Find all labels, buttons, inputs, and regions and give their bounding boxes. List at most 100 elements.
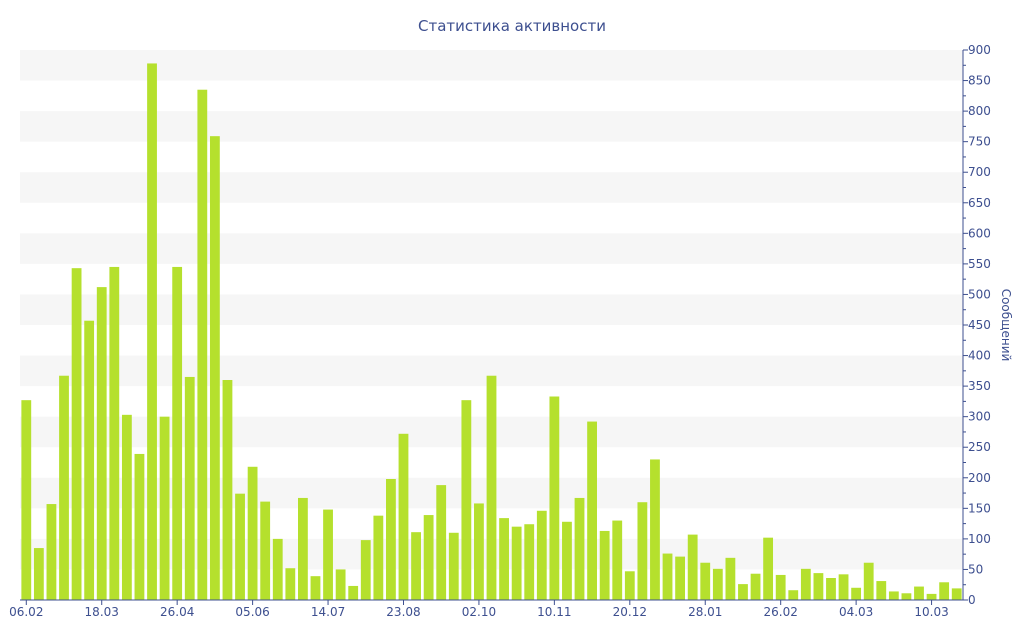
bar bbox=[549, 396, 560, 600]
bar bbox=[436, 485, 447, 600]
bar bbox=[84, 320, 95, 600]
bar bbox=[386, 479, 396, 600]
bar bbox=[298, 497, 308, 600]
bar bbox=[411, 532, 421, 600]
y-tick-label: 600 bbox=[968, 226, 991, 240]
bar bbox=[360, 540, 371, 600]
y-tick-label: 750 bbox=[968, 135, 991, 149]
bar bbox=[725, 557, 736, 600]
y-tick-label: 450 bbox=[968, 318, 991, 332]
grid-band bbox=[20, 294, 963, 325]
bar bbox=[121, 414, 132, 600]
bar bbox=[310, 576, 321, 600]
bar bbox=[763, 537, 774, 600]
bar bbox=[159, 416, 170, 600]
bar bbox=[687, 534, 698, 600]
y-tick-label: 150 bbox=[968, 501, 991, 515]
bar bbox=[599, 530, 610, 600]
y-tick-label: 400 bbox=[968, 349, 991, 363]
bar bbox=[222, 380, 233, 600]
x-tick-label: 04.03 bbox=[839, 605, 873, 619]
bar bbox=[184, 376, 195, 600]
bar bbox=[272, 538, 283, 600]
bar bbox=[888, 591, 899, 600]
y-axis-label: Сообщений bbox=[999, 289, 1013, 362]
bar bbox=[926, 593, 937, 600]
bar bbox=[876, 581, 887, 600]
bar bbox=[260, 501, 271, 600]
y-tick-label: 900 bbox=[968, 43, 991, 57]
bar bbox=[235, 493, 245, 600]
bars-group bbox=[21, 63, 962, 601]
bar bbox=[788, 590, 799, 600]
y-tick-label: 850 bbox=[968, 74, 991, 88]
bar bbox=[939, 582, 950, 600]
bar bbox=[712, 568, 723, 600]
bar bbox=[323, 509, 333, 600]
y-tick-label: 350 bbox=[968, 379, 991, 393]
x-tick-label: 26.02 bbox=[764, 605, 798, 619]
y-tick-label: 700 bbox=[968, 165, 991, 179]
bar bbox=[172, 266, 183, 600]
y-tick-label: 100 bbox=[968, 532, 991, 546]
bar bbox=[650, 459, 660, 600]
bar bbox=[335, 569, 346, 600]
y-tick-label: 300 bbox=[968, 410, 991, 424]
bar bbox=[914, 586, 924, 600]
y-tick-label: 550 bbox=[968, 257, 991, 271]
bar bbox=[826, 578, 836, 600]
bar bbox=[587, 421, 597, 600]
bar bbox=[197, 89, 208, 600]
y-tick-label: 800 bbox=[968, 104, 991, 118]
bar bbox=[499, 518, 509, 600]
bar bbox=[448, 532, 459, 600]
y-tick-label: 250 bbox=[968, 440, 991, 454]
bar bbox=[59, 375, 69, 600]
bar bbox=[637, 502, 648, 600]
x-tick-label: 18.03 bbox=[85, 605, 119, 619]
x-tick-label: 10.03 bbox=[914, 605, 948, 619]
y-axis: 0 50 100 150 200 250 300 350 400 450 500 550 600 650 7… bbox=[962, 43, 991, 607]
bar bbox=[96, 287, 107, 600]
bar bbox=[209, 136, 220, 601]
bar bbox=[486, 375, 497, 600]
bar bbox=[33, 548, 44, 600]
bar bbox=[624, 571, 635, 600]
bar bbox=[800, 568, 811, 600]
bar bbox=[423, 515, 434, 600]
y-tick-label: 0 bbox=[968, 593, 976, 607]
bar bbox=[901, 593, 912, 600]
bar bbox=[851, 587, 862, 600]
bar bbox=[562, 521, 572, 600]
x-tick-label: 02.10 bbox=[462, 605, 496, 619]
y-tick-label: 50 bbox=[968, 562, 983, 576]
bar bbox=[675, 556, 686, 600]
y-tick-label: 500 bbox=[968, 287, 991, 301]
bar bbox=[373, 515, 384, 600]
bar bbox=[738, 584, 748, 600]
x-tick-label: 23.08 bbox=[386, 605, 420, 619]
x-tick-label: 14.07 bbox=[311, 605, 345, 619]
bar bbox=[511, 526, 522, 600]
grid-band bbox=[20, 233, 963, 264]
chart-title: Статистика активности bbox=[418, 17, 606, 35]
bar bbox=[750, 573, 761, 600]
x-tick-label: 26.04 bbox=[160, 605, 194, 619]
bar bbox=[21, 400, 32, 600]
bar bbox=[71, 268, 82, 600]
bar bbox=[813, 573, 824, 600]
grid-band bbox=[20, 172, 963, 203]
y-tick-label: 650 bbox=[968, 196, 991, 210]
bar bbox=[474, 503, 484, 600]
x-tick-label: 10.11 bbox=[537, 605, 571, 619]
y-tick-label: 200 bbox=[968, 471, 991, 485]
x-tick-label: 28.01 bbox=[688, 605, 722, 619]
x-tick-label: 20.12 bbox=[613, 605, 647, 619]
bar bbox=[134, 453, 145, 600]
x-tick-label: 06.02 bbox=[9, 605, 43, 619]
bar bbox=[348, 585, 359, 600]
bar bbox=[838, 574, 849, 600]
bar bbox=[247, 466, 258, 600]
